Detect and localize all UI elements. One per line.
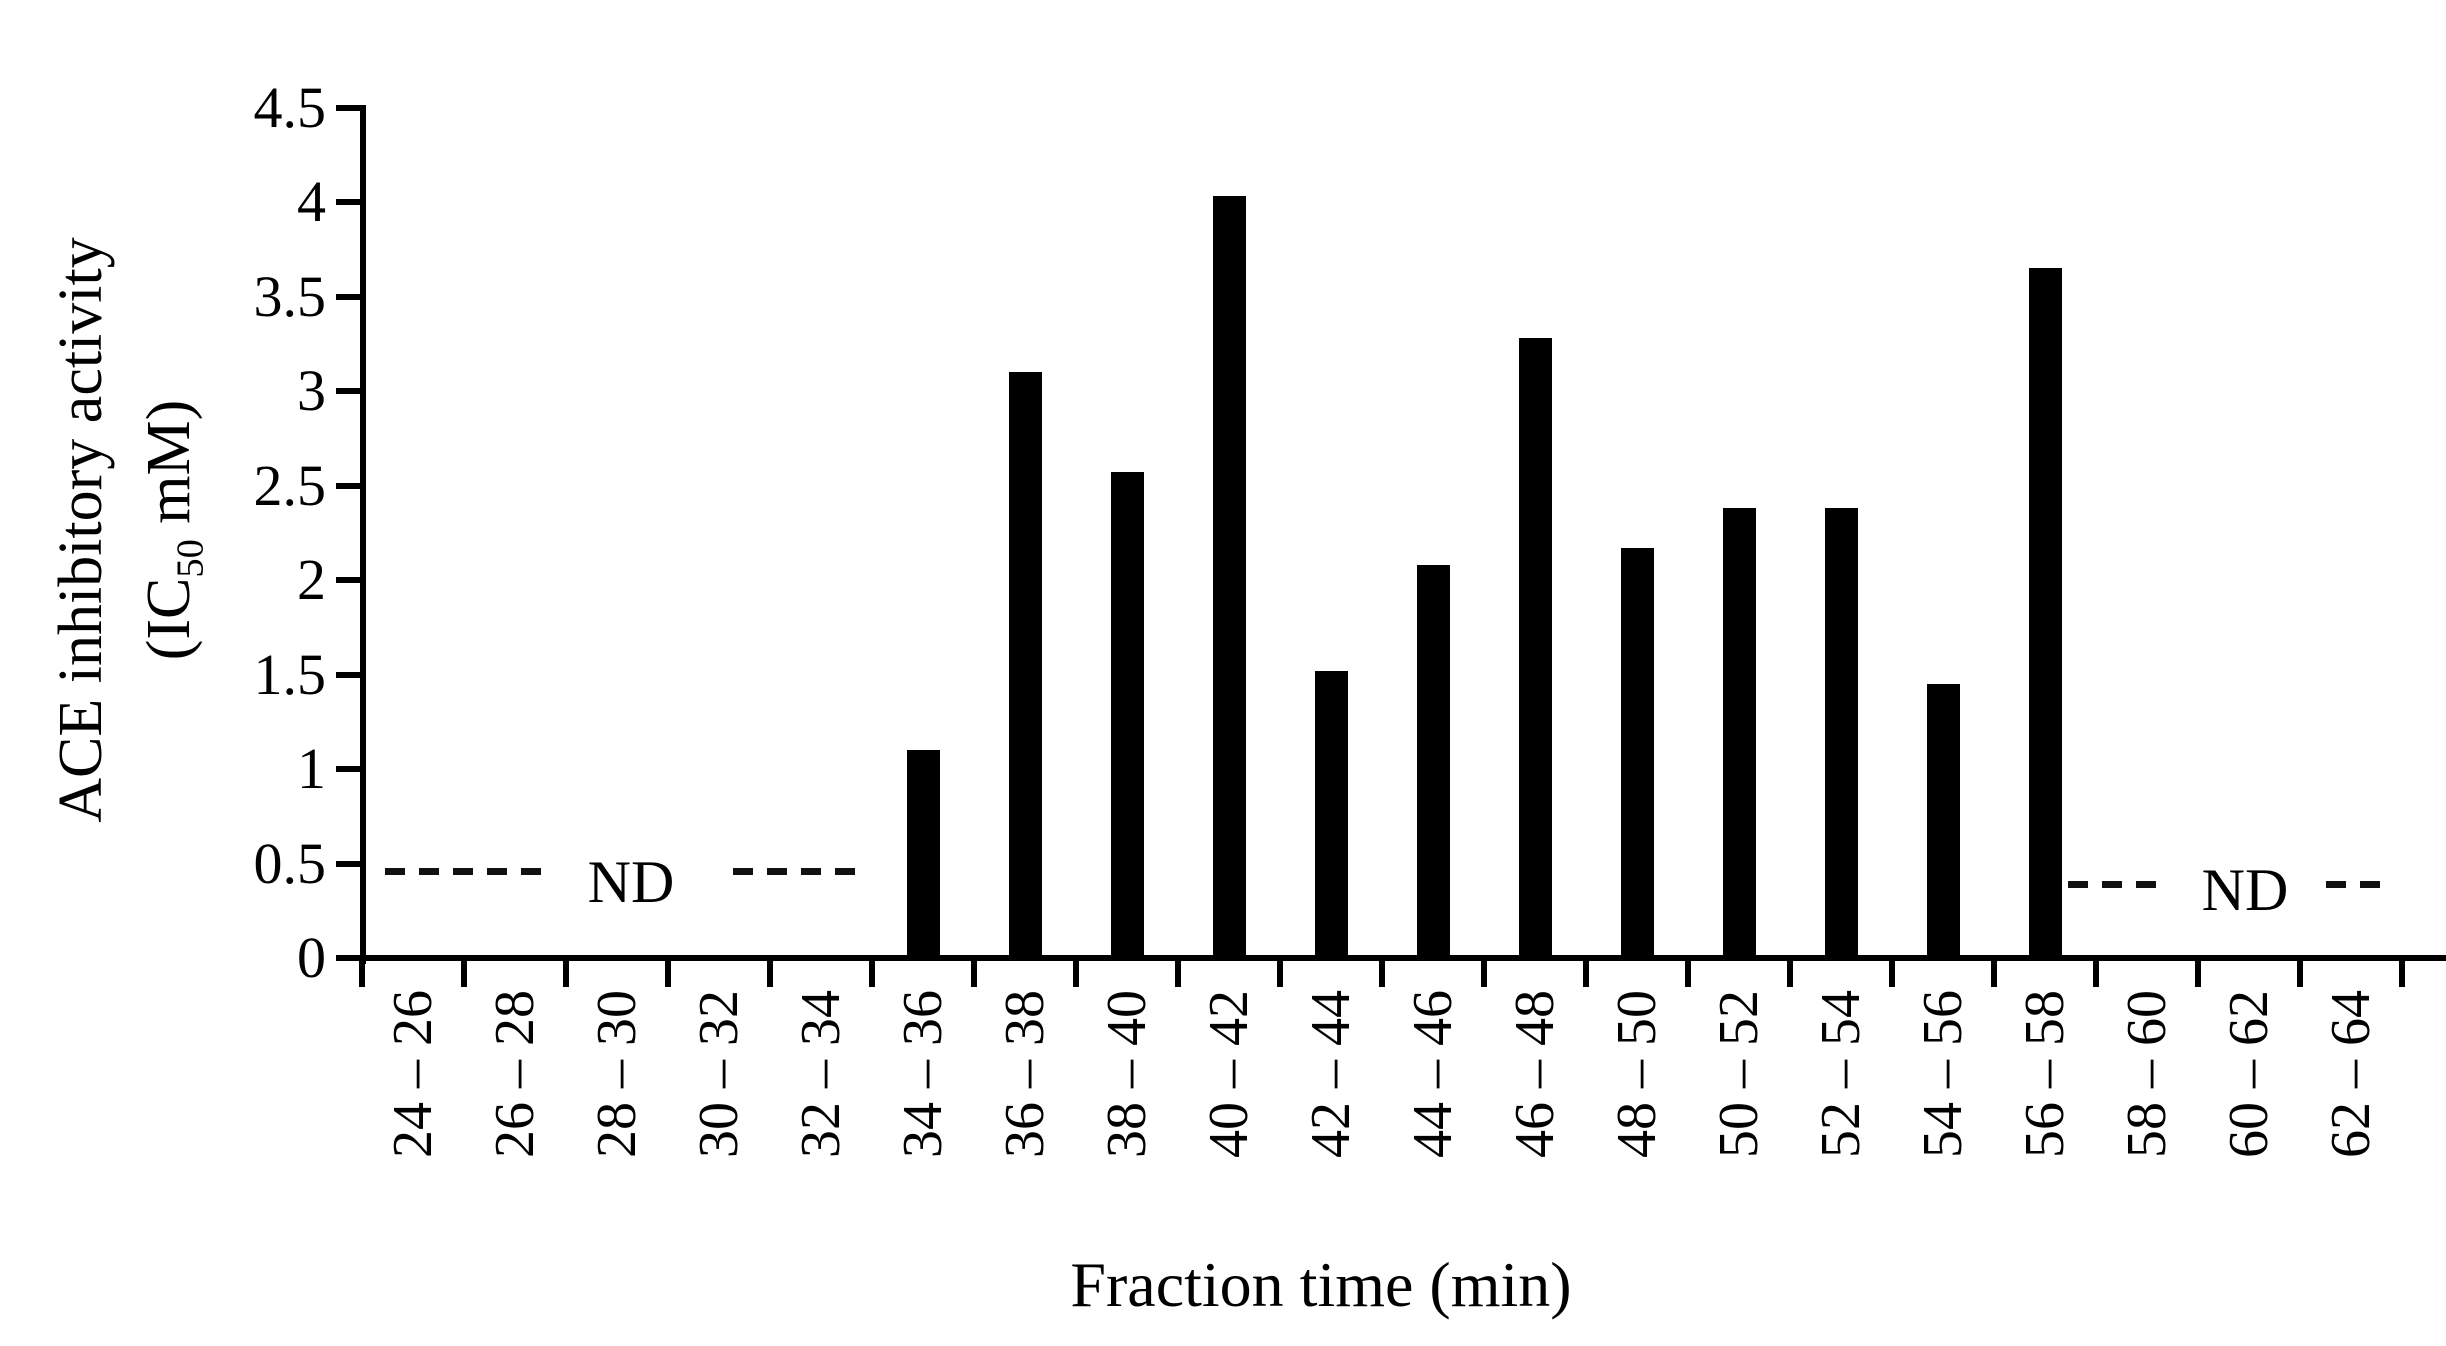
y-tick-label: 4.5 [253, 74, 327, 140]
x-tick-label: 54 – 56 [1912, 990, 1974, 1158]
y-axis-title-line1: ACE inhibitory activity [47, 237, 115, 823]
x-axis-title: Fraction time (min) [1070, 1249, 1572, 1320]
bar-46–48 [1519, 338, 1552, 958]
x-tick-label: 38 – 40 [1096, 990, 1158, 1158]
x-tick-mark [2093, 961, 2099, 987]
y-tick-mark [336, 104, 362, 111]
x-tick-label: 42 – 44 [1300, 990, 1362, 1158]
bar-38–40 [1111, 472, 1144, 958]
x-axis-line [360, 955, 2446, 961]
y-tick-label: 4 [297, 169, 326, 234]
y-tick-label: 0 [297, 925, 326, 990]
x-tick-mark [1685, 961, 1691, 987]
y-tick-mark [336, 199, 362, 205]
y-axis-line [360, 105, 366, 964]
bar-36–38 [1009, 372, 1042, 958]
bar-50–52 [1723, 508, 1756, 958]
bar-40–42 [1213, 196, 1246, 958]
y-tick-label: 3 [297, 358, 326, 423]
x-tick-mark [869, 961, 875, 987]
nd-dashed-line [385, 868, 553, 875]
x-tick-mark [1379, 961, 1385, 987]
x-tick-mark [461, 961, 467, 987]
x-tick-mark [1481, 961, 1487, 987]
x-tick-mark [1277, 961, 1283, 987]
y-tick-label: 2.5 [253, 452, 327, 518]
y-tick-label: 3.5 [253, 263, 327, 329]
x-tick-label: 60 – 62 [2218, 990, 2280, 1158]
bar-52–54 [1825, 508, 1858, 958]
bar-56–58 [2029, 268, 2062, 958]
y-tick-label: 0.5 [253, 830, 327, 896]
x-tick-mark [1991, 961, 1997, 987]
bar-42–44 [1315, 671, 1348, 958]
y-tick-mark [336, 293, 362, 300]
y-tick-mark [336, 955, 362, 961]
x-tick-mark [359, 961, 365, 987]
y-tick-label: 1 [297, 736, 326, 801]
bar-44–46 [1417, 565, 1450, 958]
x-tick-label: 44 – 46 [1402, 990, 1464, 1158]
x-tick-mark [1583, 961, 1589, 987]
x-tick-label: 40 – 42 [1198, 990, 1260, 1158]
y-tick-label: 1.5 [253, 641, 327, 707]
x-tick-mark [665, 961, 671, 987]
nd-label: ND [2201, 857, 2289, 923]
x-tick-label: 48 – 50 [1606, 990, 1668, 1158]
nd-dashed-line [733, 868, 857, 875]
nd-label: ND [587, 849, 675, 915]
x-tick-mark [1073, 961, 1079, 987]
x-tick-label: 46 – 48 [1504, 990, 1566, 1158]
x-tick-label: 30 – 32 [688, 990, 750, 1158]
x-tick-label: 34 – 36 [892, 990, 954, 1158]
x-tick-mark [1787, 961, 1793, 987]
x-tick-mark [1889, 961, 1895, 987]
y-tick-mark [336, 671, 362, 678]
x-tick-label: 24 – 26 [382, 990, 444, 1158]
nd-dashed-line [2326, 881, 2380, 888]
y-tick-mark [336, 860, 362, 867]
x-tick-mark [2195, 961, 2201, 987]
y-tick-mark [336, 482, 362, 489]
x-tick-label: 26 – 28 [484, 990, 546, 1158]
x-tick-mark [767, 961, 773, 987]
x-tick-mark [2399, 961, 2405, 987]
bar-54–56 [1927, 684, 1960, 958]
x-tick-mark [1175, 961, 1181, 987]
x-tick-label: 50 – 52 [1708, 990, 1770, 1158]
x-tick-label: 56 – 58 [2014, 990, 2076, 1158]
bar-48–50 [1621, 548, 1654, 958]
y-axis-title-line2: (IC50 mM) [135, 399, 212, 661]
x-tick-label: 52 – 54 [1810, 990, 1872, 1158]
nd-dashed-line [2068, 881, 2168, 888]
x-tick-label: 32 – 34 [790, 990, 852, 1158]
y-tick-mark [336, 577, 362, 583]
bar-34–36 [907, 750, 940, 958]
x-tick-mark [563, 961, 569, 987]
x-tick-mark [2297, 961, 2303, 987]
x-tick-mark [971, 961, 977, 987]
x-tick-label: 62 – 64 [2320, 990, 2382, 1158]
x-tick-label: 28 – 30 [586, 990, 648, 1158]
y-tick-label: 2 [297, 547, 326, 612]
y-tick-mark [336, 388, 362, 394]
x-tick-label: 58 – 60 [2116, 990, 2178, 1158]
x-tick-label: 36 – 38 [994, 990, 1056, 1158]
y-tick-mark [336, 766, 362, 772]
